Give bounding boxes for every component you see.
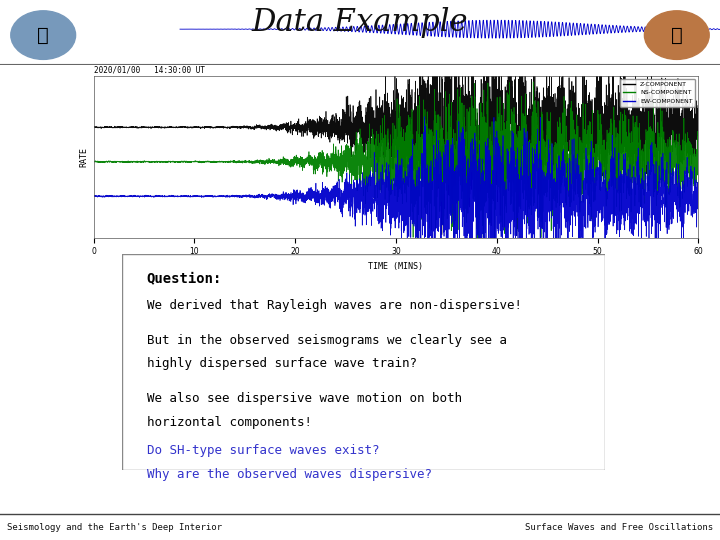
Text: 2020/01/00   14:30:00 UT: 2020/01/00 14:30:00 UT [94,66,204,75]
Text: highly dispersed surface wave train?: highly dispersed surface wave train? [147,357,416,370]
Y-axis label: RATE: RATE [79,146,88,167]
Text: Do SH-type surface waves exist?: Do SH-type surface waves exist? [147,444,379,457]
Text: We derived that Rayleigh waves are non-dispersive!: We derived that Rayleigh waves are non-d… [147,299,521,312]
Circle shape [11,11,76,59]
Text: Data Example: Data Example [252,7,468,38]
Text: 🌐: 🌐 [671,25,683,45]
Text: Why are the observed waves dispersive?: Why are the observed waves dispersive? [147,468,431,481]
Text: horizontal components!: horizontal components! [147,416,312,429]
Circle shape [644,11,709,59]
Text: Question:: Question: [147,271,222,285]
Text: Seismology and the Earth's Deep Interior: Seismology and the Earth's Deep Interior [7,523,222,532]
Legend: Z-COMPONENT, NS-COMPONENT, EW-COMPONENT: Z-COMPONENT, NS-COMPONENT, EW-COMPONENT [620,79,696,107]
X-axis label: TIME (MINS): TIME (MINS) [369,262,423,271]
Text: But in the observed seismograms we clearly see a: But in the observed seismograms we clear… [147,334,507,347]
Text: 🌍: 🌍 [37,25,49,45]
Text: Surface Waves and Free Oscillations: Surface Waves and Free Oscillations [525,523,713,532]
Text: We also see dispersive wave motion on both: We also see dispersive wave motion on bo… [147,392,462,405]
